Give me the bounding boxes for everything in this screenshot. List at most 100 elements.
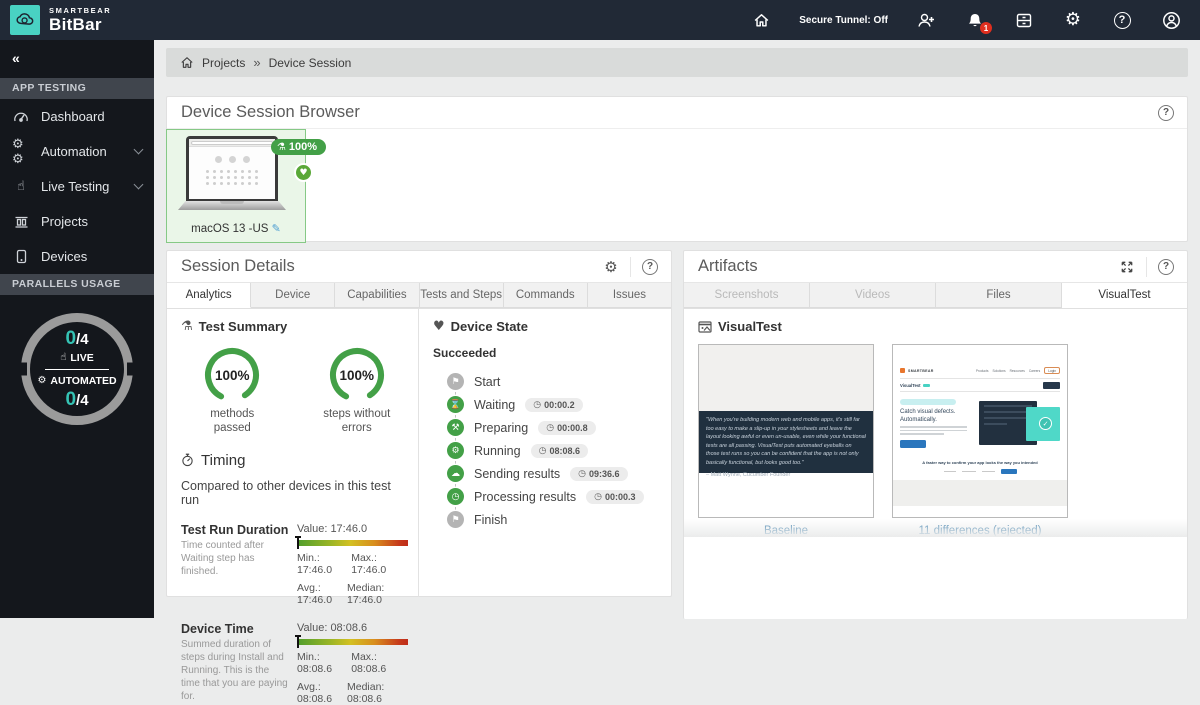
hand-icon: ☝ [60,352,67,363]
metric-range-bar [295,634,408,648]
tab-capabilities[interactable]: Capabilities [335,283,420,308]
clock-icon: ◷ [538,445,547,456]
flag-icon: ⚑ [447,373,464,390]
gauge-label: steps without errors [323,408,391,435]
live-usage-count: 0/4 [65,327,89,349]
tab-commands[interactable]: Commands [503,283,588,308]
metric-min: Min.: 17:46.0 [297,551,333,576]
breadcrumb-separator: » [253,55,261,70]
visualtest-heading: VisualTest [698,319,1173,334]
device-name: macOS 13 -US ✎ [191,222,281,235]
test-summary-heading: ⚗ Test Summary [181,319,288,334]
metric-median: Median: 17:46.0 [346,581,385,606]
sidebar-item-label: Automation [41,144,107,159]
tab-analytics[interactable]: Analytics [167,283,252,308]
expand-icon[interactable] [1116,256,1138,278]
sidebar-item-label: Devices [41,249,88,264]
clock-icon: ◷ [533,399,542,410]
sidebar-item-projects[interactable]: Projects [0,204,154,239]
breadcrumb-home-icon[interactable] [180,56,194,69]
help-icon[interactable]: ? [1111,9,1133,31]
check-icon: ✓ [1039,417,1052,430]
tab-tests-and-steps[interactable]: Tests and Steps [419,283,504,308]
panel-help-icon[interactable]: ? [639,256,661,278]
sidebar-section-parallels-usage: PARALLELS USAGE [0,274,154,295]
session-details-tabs: Analytics Device Capabilities Tests and … [167,283,672,309]
device-state-heading: ♥ Device State [433,319,528,334]
timeline-step-sending-results: ☁ Sending results ◷ 09:36.6 [447,462,661,491]
panel-help-icon[interactable]: ? [1155,256,1177,278]
sidebar-item-dashboard[interactable]: Dashboard [0,99,154,134]
main-content: Projects » Device Session Device Session… [154,40,1200,705]
device-state-status: Succeeded [433,346,497,360]
session-details-panel: Session Details ⚙ ? Analytics Device Cap… [166,250,672,705]
gauge-divider [45,368,109,370]
archive-icon[interactable] [1013,9,1035,31]
projects-columns-icon [12,215,30,229]
thumb-footer-links [900,469,1060,474]
timing-heading: Timing [181,452,408,469]
brand-logo-block[interactable]: SMARTBEAR BitBar [0,5,111,35]
image-icon [698,320,712,333]
metric-avg: Avg.: 17:46.0 [297,581,333,606]
sidebar-item-label: Dashboard [41,109,105,124]
tab-device[interactable]: Device [251,283,336,308]
tab-visualtest[interactable]: VisualTest [1062,283,1187,308]
baseline-thumbnail[interactable]: "When you're building modern web and mob… [698,344,874,518]
home-icon[interactable] [750,9,772,31]
session-details-title: Session Details [181,257,295,275]
visualtest-section: VisualTest "When you're building modern … [684,309,1187,537]
clock-icon: ◷ [546,422,555,433]
notification-badge: 1 [980,22,992,34]
sidebar-item-devices[interactable]: Devices [0,239,154,274]
gauge-value: 100% [214,367,250,383]
panel-help-icon[interactable]: ? [1155,102,1177,124]
metric-max: Max.: 17:46.0 [351,551,387,576]
account-icon[interactable] [1160,9,1182,31]
step-duration-badge: ◷ 00:00.3 [586,489,644,504]
edit-device-name-icon[interactable]: ✎ [271,222,281,235]
notifications-bell-icon[interactable]: 1 [964,9,992,34]
gauge-value: 100% [339,367,375,383]
thumb-quote-text: "When you're building modern web and mob… [706,417,866,466]
session-settings-gear-icon[interactable]: ⚙ [604,257,618,276]
device-state-timeline: ⚑ Start ⌛ Waiting ◷ 00:00.2 ⚒ Preparing ◷… [447,370,661,531]
sidebar-item-automation[interactable]: ⚙ ⚙ Automation [0,134,154,169]
differences-thumbnail[interactable]: SMARTBEAR Products Solutions Resources C… [892,344,1068,518]
sidebar-item-live-testing[interactable]: ☝ Live Testing [0,169,154,204]
sidebar-collapse-button[interactable]: « [12,50,20,66]
artifacts-title: Artifacts [698,257,758,275]
sidebar: « APP TESTING Dashboard ⚙ ⚙ Automation ☝… [0,40,154,618]
value-marker [295,634,301,648]
chevron-down-icon [133,144,144,155]
clock-icon: ◷ [578,468,587,479]
metric-name: Test Run Duration [181,522,289,537]
settings-gear-icon[interactable]: ⚙ [1064,9,1082,30]
add-user-icon[interactable] [915,9,937,31]
metric-avg: Avg.: 08:08.6 [297,680,333,705]
metric-name: Device Time [181,621,254,636]
device-session-browser-panel: Device Session Browser ? ⚗ 100% ♥ [166,96,1188,243]
analytics-left-column: ⚗ Test Summary 100% methods passed [167,309,418,705]
thumb-page-mock: SMARTBEAR Products Solutions Resources C… [893,345,1067,506]
chevron-down-icon [133,179,144,190]
tab-issues[interactable]: Issues [587,283,672,308]
top-bar: SMARTBEAR BitBar Secure Tunnel: Off 1 [0,0,1200,40]
gear-icon: ⚙ [37,375,47,386]
automated-label: ⚙ AUTOMATED [37,374,117,387]
thumb-headline: Catch visual defects. Automatically. [900,409,956,423]
breadcrumb-item-projects[interactable]: Projects [202,55,246,70]
metric-max: Max.: 08:08.6 [351,650,387,675]
device-state-column: ♥ Device State Succeeded ⚑ Start ⌛ Waiti… [418,309,671,597]
thumb-body-lines [900,426,974,435]
metric-description: Time counted after Waiting step has fini… [181,539,265,577]
metric-test-run-duration: Test Run Duration Time counted after Wai… [181,523,408,606]
brand-text: SMARTBEAR BitBar [49,7,111,34]
finish-flag-icon: ⚑ [447,511,464,528]
step-duration-badge: ◷ 09:36.6 [570,466,628,481]
tab-files[interactable]: Files [936,283,1062,308]
gauge-notch [20,362,27,376]
heartbeat-icon: ♥ [433,319,445,334]
device-card[interactable]: ⚗ 100% ♥ macOS 13 -US ✎ [166,129,326,243]
secure-tunnel-status[interactable]: Secure Tunnel: Off [799,14,888,26]
